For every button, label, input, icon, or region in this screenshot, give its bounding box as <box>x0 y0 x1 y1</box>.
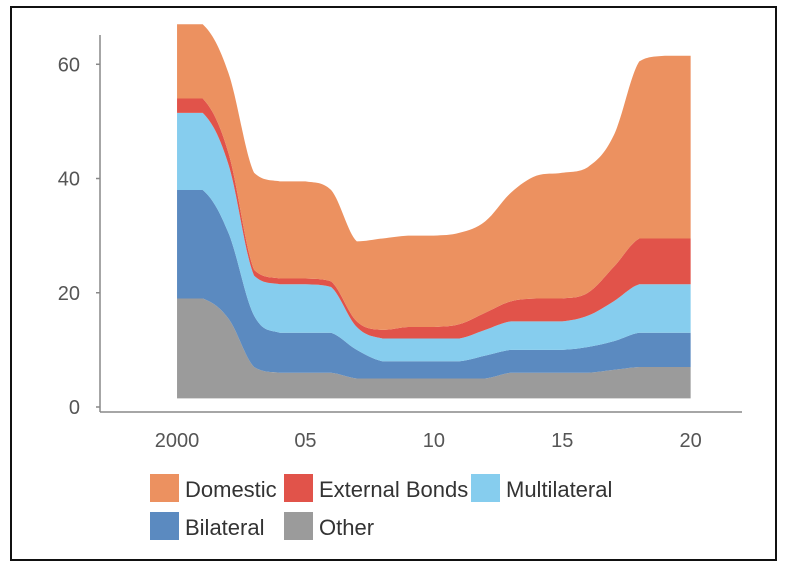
legend-swatch-other <box>284 512 313 540</box>
legend-label-multilateral: Multilateral <box>506 477 612 502</box>
x-tick-label: 20 <box>680 430 702 452</box>
legend-swatch-external-bonds <box>284 474 313 502</box>
y-tick-label: 40 <box>58 169 80 191</box>
area-external-bonds <box>177 98 691 339</box>
legend-swatch-multilateral <box>471 474 500 502</box>
x-tick-label: 15 <box>551 430 573 452</box>
area-other <box>177 298 691 399</box>
chart-areas <box>177 24 691 399</box>
chart-axes <box>96 35 742 413</box>
y-tick-label: 60 <box>58 54 80 76</box>
legend-label-bilateral: Bilateral <box>185 515 264 540</box>
chart-ticks: 0 20 40 60 2000 05 10 15 20 <box>58 54 702 452</box>
area-bilateral <box>177 189 691 379</box>
area-domestic <box>177 24 691 330</box>
y-tick-label: 20 <box>58 283 80 305</box>
legend-label-domestic: Domestic <box>185 477 277 502</box>
legend-swatch-domestic <box>150 474 179 502</box>
area-multilateral <box>177 112 691 362</box>
legend-swatch-bilateral <box>150 512 179 540</box>
x-tick-label: 05 <box>294 430 316 452</box>
legend-label-other: Other <box>319 515 374 540</box>
x-tick-label: 2000 <box>155 430 200 452</box>
chart-legend: Domestic External Bonds Multilateral Bilate… <box>150 474 612 540</box>
legend-label-external-bonds: External Bonds <box>319 477 468 502</box>
x-tick-label: 10 <box>423 430 445 452</box>
y-tick-label: 0 <box>69 397 80 419</box>
